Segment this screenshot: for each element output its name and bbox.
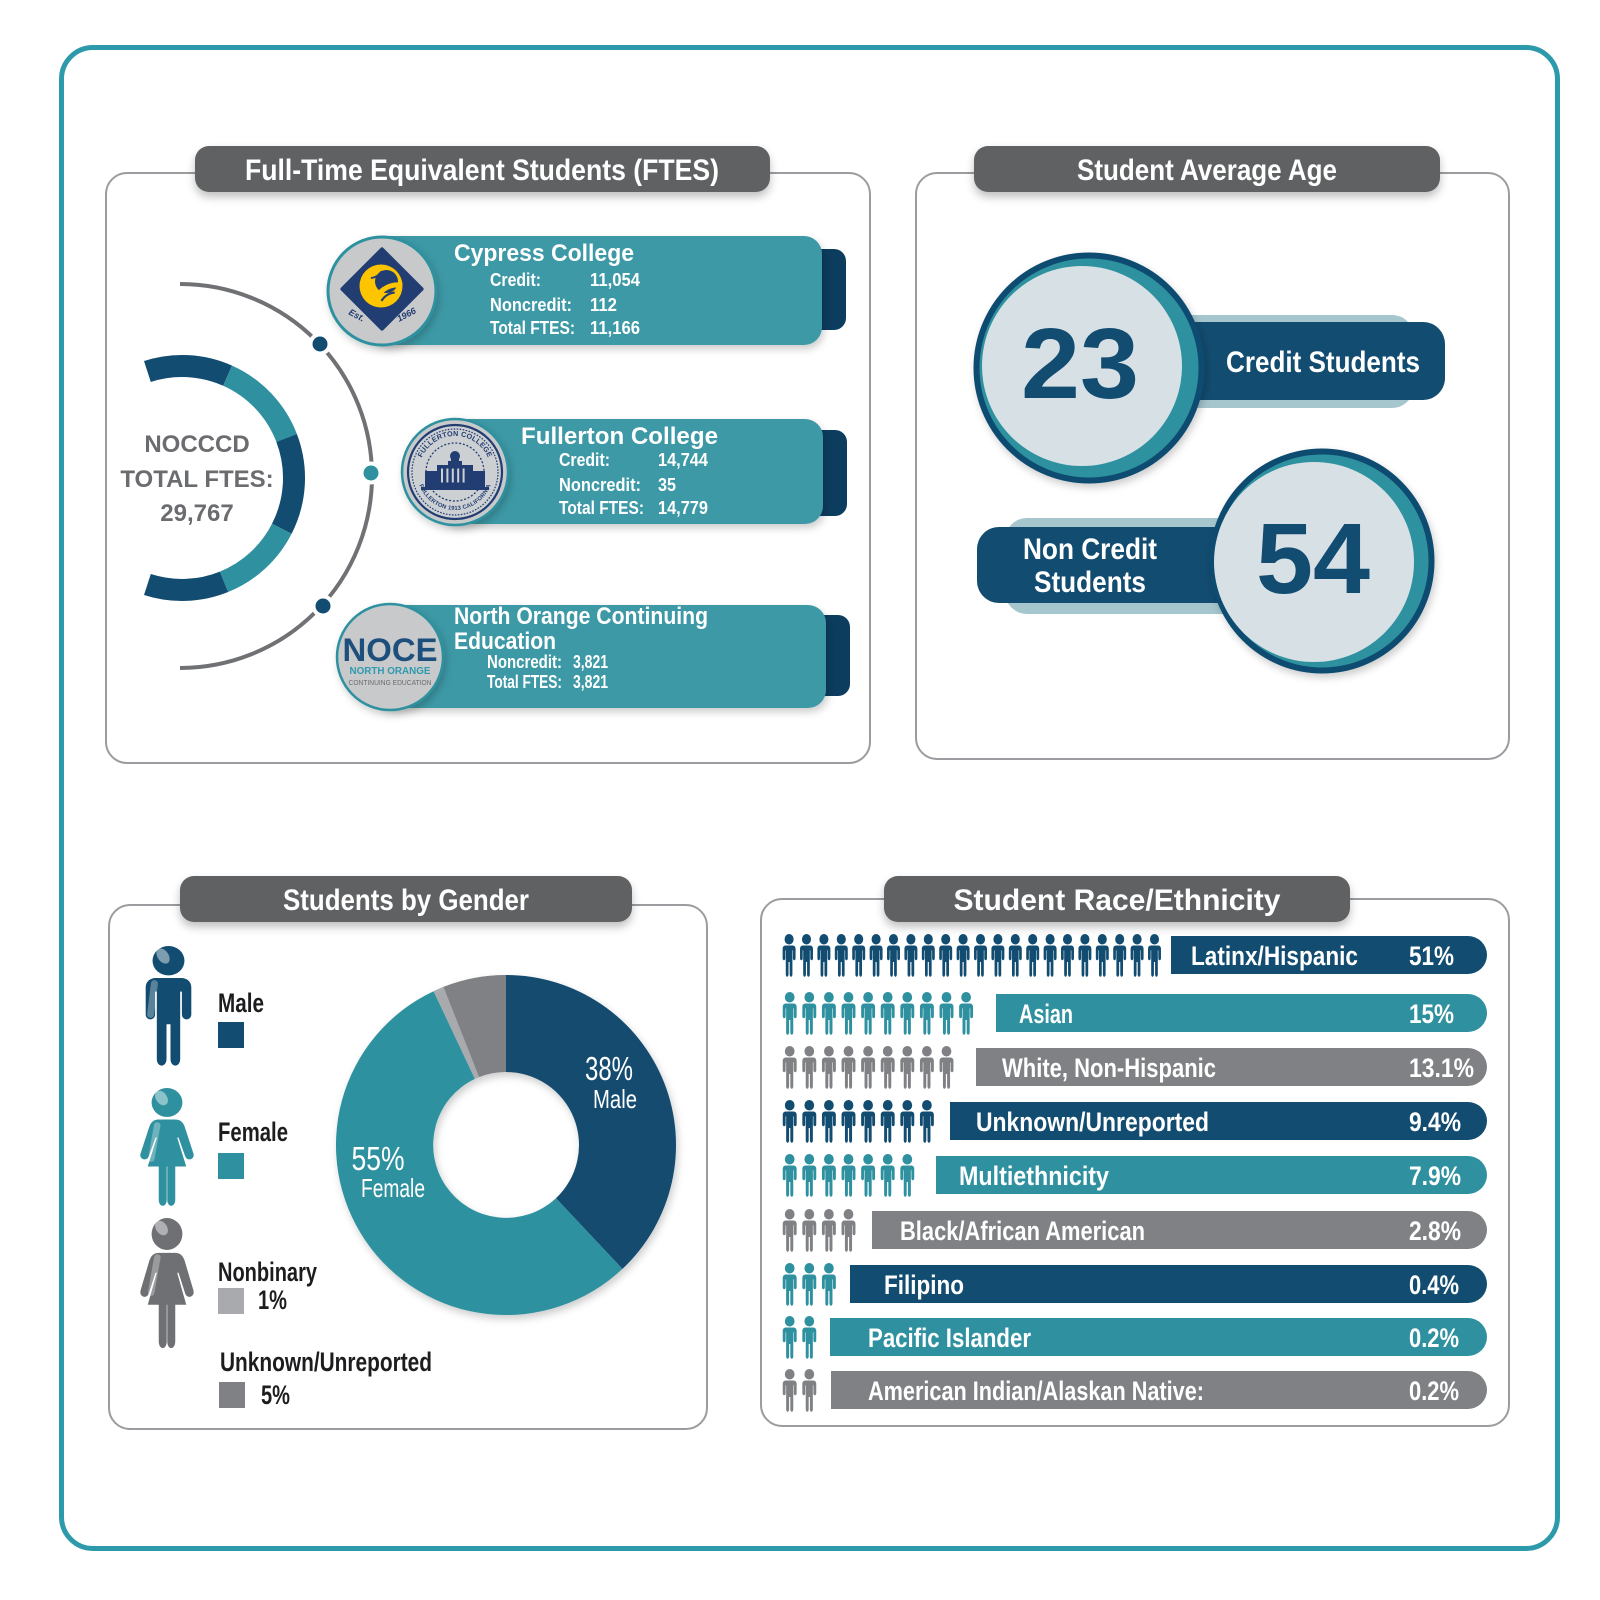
svg-text:Female: Female	[361, 1173, 425, 1203]
svg-text:Students: Students	[1034, 566, 1146, 599]
svg-text:14,744: 14,744	[658, 449, 709, 470]
svg-text:11,166: 11,166	[590, 317, 640, 338]
svg-text:NOCCCD: NOCCCD	[144, 431, 249, 458]
svg-text:38%: 38%	[585, 1050, 633, 1087]
svg-text:Male: Male	[218, 988, 264, 1018]
svg-text:2.8%: 2.8%	[1409, 1216, 1461, 1246]
svg-text:Total FTES:: Total FTES:	[559, 497, 644, 518]
svg-text:Total FTES:: Total FTES:	[487, 671, 562, 692]
svg-text:35: 35	[658, 474, 676, 495]
svg-text:29,767: 29,767	[160, 500, 233, 527]
svg-text:White, Non-Hispanic: White, Non-Hispanic	[1002, 1053, 1216, 1083]
svg-text:Nonbinary: Nonbinary	[218, 1257, 317, 1287]
svg-text:Noncredit:: Noncredit:	[487, 651, 562, 672]
svg-text:Latinx/Hispanic: Latinx/Hispanic	[1191, 941, 1358, 971]
svg-text:7.9%: 7.9%	[1409, 1161, 1461, 1191]
svg-text:Total FTES:: Total FTES:	[490, 317, 575, 338]
svg-text:Full-Time Equivalent Students: Full-Time Equivalent Students (FTES)	[245, 154, 719, 187]
svg-text:Credit:: Credit:	[490, 269, 541, 290]
svg-text:Cypress College: Cypress College	[454, 240, 634, 267]
svg-text:Credit:: Credit:	[559, 449, 610, 470]
svg-text:Unknown/Unreported: Unknown/Unreported	[220, 1347, 432, 1377]
svg-text:Male: Male	[593, 1084, 637, 1114]
svg-text:54: 54	[1256, 503, 1370, 615]
svg-text:CONTINUING EDUCATION: CONTINUING EDUCATION	[349, 678, 432, 687]
svg-text:Asian: Asian	[1019, 999, 1073, 1029]
svg-text:0.2%: 0.2%	[1409, 1376, 1459, 1406]
svg-text:5%: 5%	[261, 1380, 290, 1410]
svg-text:Non Credit: Non Credit	[1023, 533, 1157, 566]
svg-text:Unknown/Unreported: Unknown/Unreported	[976, 1107, 1209, 1137]
svg-text:American Indian/Alaskan Native: American Indian/Alaskan Native:	[868, 1376, 1204, 1406]
svg-text:0.2%: 0.2%	[1409, 1323, 1459, 1353]
svg-text:Credit Students: Credit Students	[1226, 346, 1420, 379]
svg-text:9.4%: 9.4%	[1409, 1107, 1461, 1137]
svg-text:14,779: 14,779	[658, 497, 708, 518]
svg-text:Noncredit:: Noncredit:	[490, 294, 572, 315]
svg-text:1%: 1%	[258, 1285, 287, 1315]
svg-text:Black/African American: Black/African American	[900, 1216, 1145, 1246]
svg-text:3,821: 3,821	[573, 671, 608, 692]
svg-text:Education: Education	[454, 628, 556, 655]
svg-text:Fullerton College: Fullerton College	[521, 423, 718, 450]
svg-text:55%: 55%	[352, 1140, 405, 1177]
svg-text:Filipino: Filipino	[884, 1270, 964, 1300]
svg-text:TOTAL FTES:: TOTAL FTES:	[120, 466, 273, 493]
svg-text:Student Race/Ethnicity: Student Race/Ethnicity	[954, 884, 1281, 917]
svg-text:Noncredit:: Noncredit:	[559, 474, 641, 495]
svg-text:North Orange Continuing: North Orange Continuing	[454, 603, 708, 630]
svg-text:Student Average Age: Student Average Age	[1077, 154, 1337, 187]
svg-text:51%: 51%	[1409, 941, 1454, 971]
svg-text:13.1%: 13.1%	[1409, 1053, 1474, 1083]
svg-text:11,054: 11,054	[590, 269, 641, 290]
svg-text:3,821: 3,821	[573, 651, 608, 672]
svg-text:112: 112	[590, 294, 617, 315]
svg-text:NOCE: NOCE	[343, 632, 438, 668]
svg-text:23: 23	[1021, 308, 1139, 420]
svg-text:15%: 15%	[1409, 999, 1454, 1029]
svg-text:Multiethnicity: Multiethnicity	[959, 1161, 1109, 1191]
svg-text:NORTH ORANGE: NORTH ORANGE	[350, 666, 431, 677]
svg-text:Pacific Islander: Pacific Islander	[868, 1323, 1031, 1353]
svg-text:Female: Female	[218, 1117, 288, 1147]
svg-text:0.4%: 0.4%	[1409, 1270, 1459, 1300]
svg-text:Students by Gender: Students by Gender	[283, 884, 529, 917]
